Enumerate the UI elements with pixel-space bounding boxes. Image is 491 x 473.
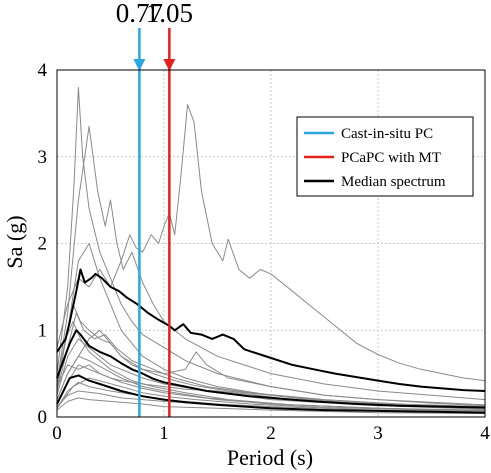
record-spectrum-line [56,243,486,409]
period-markers: 0.771.05 [116,0,193,417]
record-spectrum-line [56,321,486,412]
y-tick-label: 0 [38,407,48,428]
x-tick-label: 3 [373,423,383,444]
marker-arrowhead-pcapc [163,59,176,71]
x-axis-title: Period (s) [227,445,313,470]
marker-arrowhead-cast-in-situ [133,59,146,71]
y-tick-label: 4 [38,60,48,81]
marker-label-cast-in-situ: 0.77 [116,0,163,28]
record-spectrum-line [56,312,486,408]
median-spectrum-line [56,374,486,414]
x-tick-label: 0 [52,423,62,444]
legend-label-cast-in-situ: Cast-in-situ PC [341,126,433,142]
legend: Cast-in-situ PC PCaPC with MT Median spe… [296,116,474,197]
record-spectrum-line [56,397,486,414]
x-tick-label: 1 [159,423,169,444]
marker-label-pcapc: 1.05 [146,0,193,28]
legend-box [296,116,474,197]
y-tick-label: 1 [38,320,48,341]
y-tick-label: 2 [38,234,48,255]
record-spectrum-line [56,338,486,410]
median-spectrum-line [56,329,486,409]
legend-label-pcapc: PCaPC with MT [341,150,441,166]
axis-ticks: 0 1 2 3 4 0 1 2 3 4 [38,60,491,444]
record-spectrum-line [56,329,486,409]
y-axis-title: Sa (g) [2,215,27,268]
x-tick-label: 4 [480,423,490,444]
median-spectrum-line [56,268,486,392]
legend-label-median: Median spectrum [341,174,446,190]
record-spectrum-line [56,125,486,401]
plot-frame [56,69,486,418]
y-tick-label: 3 [38,147,48,168]
x-tick-label: 2 [266,423,276,444]
median-spectra [56,268,486,414]
record-spectrum-line [56,104,486,382]
